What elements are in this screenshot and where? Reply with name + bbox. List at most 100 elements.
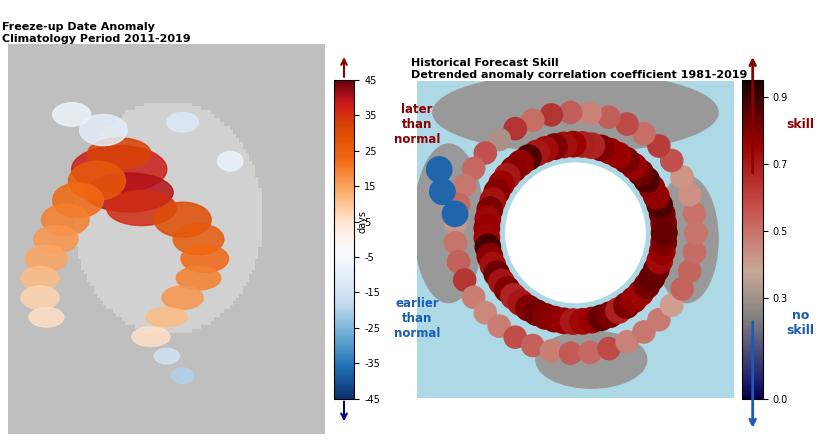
Circle shape xyxy=(501,157,526,182)
Circle shape xyxy=(634,273,660,299)
Ellipse shape xyxy=(33,225,78,253)
Circle shape xyxy=(685,222,707,244)
Circle shape xyxy=(442,201,468,226)
Circle shape xyxy=(570,132,595,157)
Circle shape xyxy=(671,278,693,300)
Circle shape xyxy=(628,160,653,185)
Circle shape xyxy=(683,241,706,263)
Circle shape xyxy=(560,132,585,157)
Text: days: days xyxy=(358,210,368,233)
Circle shape xyxy=(426,157,452,182)
Circle shape xyxy=(650,239,675,264)
Circle shape xyxy=(621,153,646,179)
Circle shape xyxy=(616,113,638,135)
Circle shape xyxy=(475,206,500,231)
Circle shape xyxy=(542,307,567,332)
Circle shape xyxy=(475,142,496,164)
Circle shape xyxy=(597,302,623,327)
Ellipse shape xyxy=(68,161,126,200)
Circle shape xyxy=(475,302,496,324)
Ellipse shape xyxy=(535,331,647,388)
Ellipse shape xyxy=(132,327,170,346)
Circle shape xyxy=(495,277,520,302)
Circle shape xyxy=(533,304,558,329)
Ellipse shape xyxy=(162,286,203,309)
Circle shape xyxy=(542,134,567,159)
Circle shape xyxy=(614,148,639,173)
Circle shape xyxy=(430,179,455,204)
Text: Historical Forecast Skill
Detrended anomaly correlation coefficient 1981-2019: Historical Forecast Skill Detrended anom… xyxy=(410,58,747,80)
Ellipse shape xyxy=(53,103,91,126)
Circle shape xyxy=(651,229,676,255)
Ellipse shape xyxy=(433,73,718,152)
Circle shape xyxy=(524,140,550,166)
Circle shape xyxy=(488,128,510,151)
Circle shape xyxy=(644,183,669,209)
Circle shape xyxy=(683,202,706,225)
Circle shape xyxy=(447,193,470,215)
Circle shape xyxy=(540,104,562,126)
Circle shape xyxy=(445,232,466,254)
Circle shape xyxy=(560,342,581,364)
Circle shape xyxy=(647,192,672,218)
Circle shape xyxy=(463,286,485,308)
Ellipse shape xyxy=(181,245,229,272)
Ellipse shape xyxy=(146,307,188,327)
Ellipse shape xyxy=(21,267,59,290)
Ellipse shape xyxy=(72,146,167,192)
Circle shape xyxy=(685,222,707,244)
Ellipse shape xyxy=(176,267,221,290)
Ellipse shape xyxy=(26,245,67,272)
Circle shape xyxy=(521,109,544,132)
Circle shape xyxy=(447,251,470,273)
Circle shape xyxy=(508,290,533,315)
Circle shape xyxy=(621,287,646,312)
Circle shape xyxy=(648,309,670,331)
Circle shape xyxy=(639,265,665,291)
Circle shape xyxy=(515,295,541,321)
Circle shape xyxy=(489,171,515,197)
Ellipse shape xyxy=(107,190,176,225)
Circle shape xyxy=(495,163,520,189)
Circle shape xyxy=(504,326,526,348)
Circle shape xyxy=(661,294,683,316)
Circle shape xyxy=(671,166,693,188)
Circle shape xyxy=(589,305,614,330)
Circle shape xyxy=(616,330,638,353)
Circle shape xyxy=(634,167,660,193)
Circle shape xyxy=(614,293,639,318)
Ellipse shape xyxy=(172,368,193,384)
Circle shape xyxy=(628,280,653,306)
Ellipse shape xyxy=(154,348,179,364)
Circle shape xyxy=(551,132,576,158)
Circle shape xyxy=(560,101,581,124)
Ellipse shape xyxy=(21,286,59,309)
Circle shape xyxy=(605,143,631,168)
Circle shape xyxy=(477,244,503,269)
Circle shape xyxy=(580,307,605,333)
Circle shape xyxy=(579,102,601,124)
Ellipse shape xyxy=(53,183,103,218)
Circle shape xyxy=(651,220,677,245)
Circle shape xyxy=(579,342,601,364)
Circle shape xyxy=(475,225,500,250)
Circle shape xyxy=(477,197,503,222)
Circle shape xyxy=(515,145,541,170)
Circle shape xyxy=(647,248,672,273)
Circle shape xyxy=(633,321,655,343)
Circle shape xyxy=(633,123,655,145)
Text: later
than
normal: later than normal xyxy=(394,102,440,146)
Text: earlier
than
normal: earlier than normal xyxy=(394,297,440,341)
Circle shape xyxy=(524,300,550,325)
Circle shape xyxy=(597,139,623,164)
Circle shape xyxy=(644,257,669,282)
Circle shape xyxy=(679,260,701,282)
Circle shape xyxy=(505,163,646,303)
Circle shape xyxy=(480,188,505,213)
Ellipse shape xyxy=(29,307,63,327)
Ellipse shape xyxy=(88,138,151,169)
Ellipse shape xyxy=(167,113,198,132)
Ellipse shape xyxy=(218,152,243,171)
Text: no
skill: no skill xyxy=(786,309,815,338)
Circle shape xyxy=(454,175,475,197)
